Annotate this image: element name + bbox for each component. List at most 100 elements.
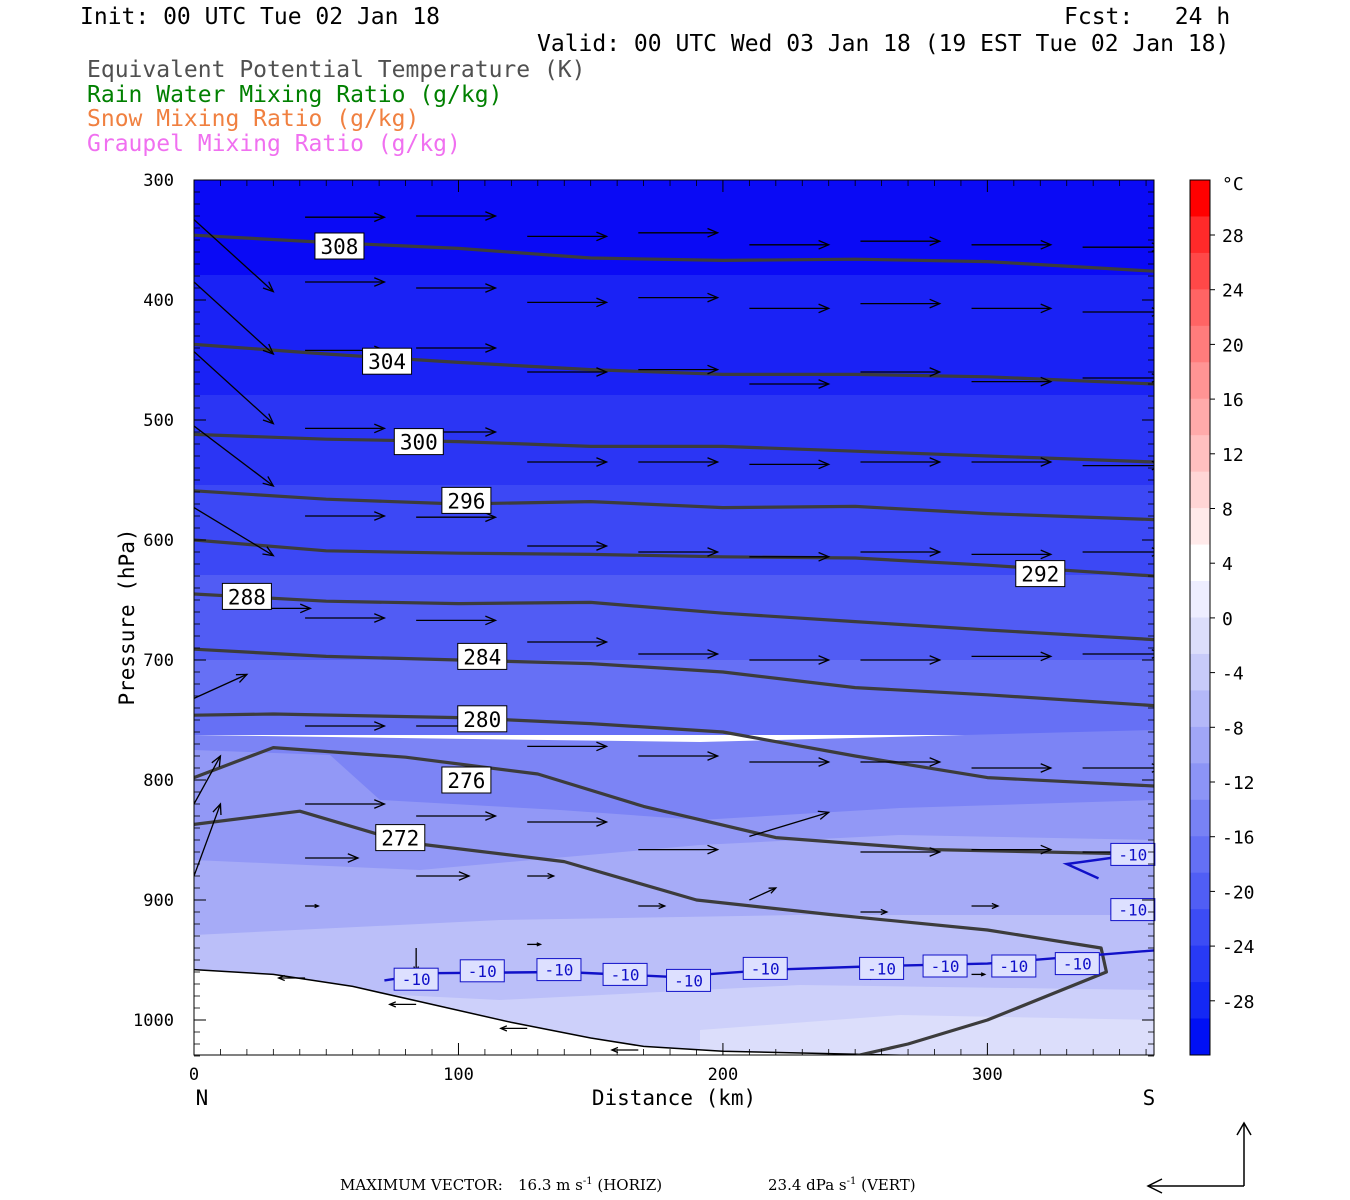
terrain-area xyxy=(194,969,1154,1055)
theta-e-label: 284 xyxy=(463,645,501,669)
colorbar-swatch xyxy=(1190,471,1210,509)
colorbar-swatch xyxy=(1190,653,1210,691)
wind-vector xyxy=(610,1046,639,1054)
colorbar-swatch xyxy=(1190,325,1210,363)
wind-vector xyxy=(1082,649,1154,659)
x-tick-label: 200 xyxy=(708,1065,739,1085)
wind-vector xyxy=(1082,242,1154,253)
y-axis-label: Pressure (hPa) xyxy=(115,528,139,705)
temp-label-box xyxy=(459,959,505,983)
theta-e-label: 280 xyxy=(463,708,501,732)
wind-vector xyxy=(305,799,387,809)
y-tick-label: 700 xyxy=(143,651,174,671)
y-tick-label: 800 xyxy=(143,771,174,791)
wind-vector xyxy=(749,379,831,389)
vert-value: 23.4 dPa s xyxy=(768,1176,847,1194)
wind-vector xyxy=(971,763,1053,773)
theta-e-label-box xyxy=(375,824,426,852)
theta-e-label: 292 xyxy=(1021,563,1059,587)
wind-vector xyxy=(527,637,609,647)
colorbar-label: -4 xyxy=(1222,664,1244,685)
theta-e-line-300 xyxy=(194,432,1154,464)
wind-vector xyxy=(416,811,498,821)
wind-vector xyxy=(527,741,609,752)
legend-rain: Rain Water Mixing Ratio (g/kg) xyxy=(87,82,503,108)
theta-e-label: 300 xyxy=(400,431,438,455)
wind-vector xyxy=(527,942,543,947)
wind-vector xyxy=(971,651,1053,662)
y-tick-label: 400 xyxy=(143,291,174,311)
max-vector-vert: 23.4 dPa s-1 (VERT) xyxy=(768,1176,916,1194)
init-time: Init: 00 UTC Tue 02 Jan 18 xyxy=(80,4,441,30)
wind-vector xyxy=(860,367,942,377)
temp-label-box xyxy=(859,956,905,980)
wind-vector xyxy=(971,457,1053,467)
temp-label: -10 xyxy=(1118,901,1147,920)
wind-vector xyxy=(1082,460,1154,471)
temp-label: -10 xyxy=(751,959,780,978)
legend-theta-e: Equivalent Potential Temperature (K) xyxy=(87,57,586,83)
wind-vector xyxy=(276,974,306,982)
colorbar-label: 12 xyxy=(1222,445,1244,466)
plot-frame xyxy=(193,179,1155,1056)
wind-vector xyxy=(638,751,720,761)
colorbar-swatch xyxy=(1190,836,1210,874)
colorbar-swatch xyxy=(1190,252,1210,290)
theta-e-label-box xyxy=(441,486,492,514)
wind-vector xyxy=(416,871,471,881)
colorbar-label: 16 xyxy=(1222,390,1244,411)
wind-vector xyxy=(416,343,498,353)
wind-vector xyxy=(416,211,498,221)
wind-vector xyxy=(194,754,222,805)
y-tick-label: 500 xyxy=(143,411,174,431)
temp-label-box xyxy=(1054,952,1100,976)
horiz-unit: (HORIZ) xyxy=(592,1176,663,1194)
wind-vector xyxy=(971,376,1053,387)
theta-e-line-276 xyxy=(194,746,1154,856)
temp-band-minus4 xyxy=(700,1015,1154,1055)
wind-vector xyxy=(416,512,498,523)
temp-label-box xyxy=(666,968,712,992)
max-vector-title: MAXIMUM VECTOR: xyxy=(340,1176,503,1194)
theta-e-label: 304 xyxy=(368,350,406,374)
y-tick-label: 1000 xyxy=(133,1011,174,1031)
contour-labels: 308 304 300 296 292 288 284 280 276 272 -10 -10 -10 -… xyxy=(221,232,1156,992)
colorbar-swatch xyxy=(1190,1018,1210,1056)
wind-vector xyxy=(971,902,1000,910)
theta-e-label-box xyxy=(441,766,492,794)
colorbar-label: -28 xyxy=(1222,992,1255,1013)
forecast-hour: Fcst: 24 h xyxy=(1064,4,1231,30)
colorbar-unit: °C xyxy=(1222,174,1244,195)
colorbar-label: 4 xyxy=(1222,554,1233,575)
wind-vector xyxy=(971,549,1053,560)
wind-vector xyxy=(749,239,831,250)
wind-vector xyxy=(638,364,720,375)
temp-label: -10 xyxy=(402,970,431,989)
x-axis-north-label: N xyxy=(196,1086,209,1110)
wind-vector xyxy=(194,673,249,699)
temp-label-box xyxy=(742,956,788,980)
wind-vector xyxy=(749,757,831,767)
wind-vector xyxy=(388,1001,417,1008)
wind-vector xyxy=(638,547,720,557)
wind-vector xyxy=(194,425,275,488)
colorbar-swatch xyxy=(1190,726,1210,764)
wind-vector xyxy=(860,847,942,857)
wind-vector xyxy=(527,541,609,551)
temp-label: -10 xyxy=(468,962,497,981)
temp-band-minus16 xyxy=(194,660,1154,735)
axes: 300 400 500 600 700 800 900 1000 0 100 200 300 xyxy=(133,171,1154,1085)
wind-vector xyxy=(194,507,275,557)
wind-vector xyxy=(416,283,498,293)
wind-vector xyxy=(305,511,387,521)
wind-vector xyxy=(527,367,609,377)
theta-e-label: 272 xyxy=(381,827,419,851)
wind-vector xyxy=(749,459,831,470)
wind-vector xyxy=(638,457,720,467)
wind-vector xyxy=(971,844,1053,855)
wind-vector xyxy=(305,212,387,223)
temp-label: -10 xyxy=(931,957,960,976)
wind-vector xyxy=(638,227,720,238)
wind-vector xyxy=(305,903,320,909)
